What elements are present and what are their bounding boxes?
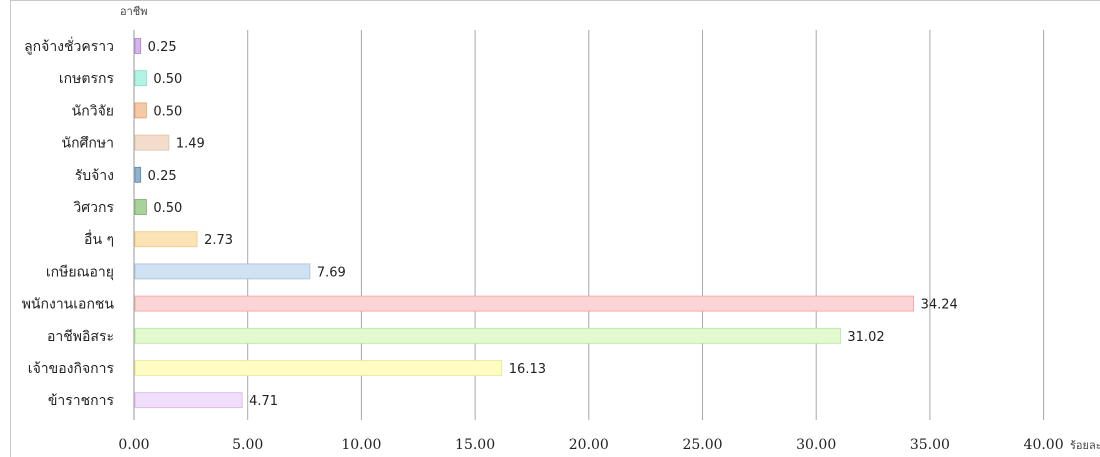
x-tick-label: 5.00 bbox=[232, 437, 263, 453]
category-label: นักศึกษา bbox=[62, 136, 115, 152]
data-label: 0.50 bbox=[153, 201, 182, 216]
data-label: 1.49 bbox=[176, 137, 205, 152]
x-tick-label: 40.00 bbox=[1024, 437, 1064, 453]
data-label: 0.50 bbox=[153, 104, 182, 119]
bar bbox=[134, 263, 311, 280]
category-label: พนักงานเอกชน bbox=[22, 297, 115, 313]
x-tick-label: 15.00 bbox=[455, 437, 495, 453]
x-tick-label: 20.00 bbox=[569, 437, 609, 453]
category-label: อื่น ๆ bbox=[84, 230, 114, 248]
x-tick-label: 10.00 bbox=[341, 437, 381, 453]
bar bbox=[134, 327, 841, 344]
data-label: 0.50 bbox=[153, 72, 182, 87]
data-label: 16.13 bbox=[509, 362, 546, 377]
data-label: 7.69 bbox=[317, 265, 346, 280]
bar bbox=[134, 134, 170, 151]
category-label: ลูกจ้างชั่วคราว bbox=[24, 37, 114, 55]
bar bbox=[134, 231, 198, 248]
data-label: 0.25 bbox=[148, 40, 177, 55]
bar bbox=[134, 102, 147, 119]
bar bbox=[134, 166, 142, 183]
category-label: รับจ้าง bbox=[75, 168, 114, 184]
data-label: 34.24 bbox=[921, 298, 958, 313]
bar bbox=[134, 70, 147, 87]
bar bbox=[134, 199, 147, 215]
bar bbox=[134, 360, 503, 376]
x-tick-label: 35.00 bbox=[910, 437, 950, 453]
category-label: เกษียณอายุ bbox=[46, 264, 114, 280]
bar bbox=[134, 392, 243, 409]
bar bbox=[134, 295, 915, 312]
x-tick-label: 25.00 bbox=[682, 437, 722, 453]
value-axis-title: ร้อยละ bbox=[1070, 439, 1100, 452]
x-tick-label: 0.00 bbox=[118, 437, 149, 453]
x-tick-label: 30.00 bbox=[796, 437, 836, 453]
data-label: 31.02 bbox=[847, 330, 884, 345]
category-label: เกษตรกร bbox=[59, 71, 115, 87]
category-label: นักวิจัย bbox=[72, 103, 114, 119]
category-label: เจ้าของกิจการ bbox=[28, 361, 115, 377]
data-label: 2.73 bbox=[204, 233, 233, 248]
category-label: อาชีพอิสระ bbox=[47, 329, 114, 345]
data-label: 0.25 bbox=[148, 169, 177, 184]
chart-frame bbox=[10, 0, 1100, 457]
category-label: ข้าราชการ bbox=[48, 393, 115, 409]
category-label: วิศวกร bbox=[73, 200, 114, 216]
bar bbox=[134, 38, 142, 54]
data-label: 4.71 bbox=[249, 394, 278, 409]
category-axis-title: อาชีพ bbox=[120, 5, 148, 18]
